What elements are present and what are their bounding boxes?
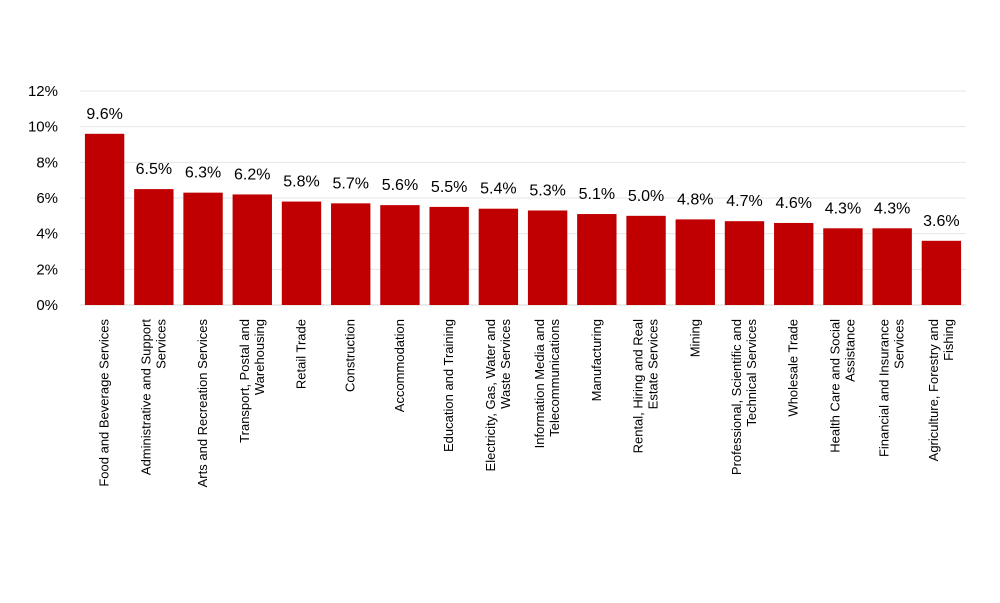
category-label: Professional, Scientific andTechnical Se… [729, 319, 759, 476]
bar [478, 208, 519, 305]
data-label: 5.6% [382, 177, 418, 194]
category-label: Financial and InsuranceServices [877, 319, 907, 458]
category-label: Arts and Recreation Services [195, 319, 210, 488]
bar [872, 228, 912, 305]
category-label: Mining [687, 319, 702, 357]
category-label-line: Services [892, 319, 907, 369]
gridlines [80, 90, 966, 306]
category-label: Rental, Hiring and RealEstate Services [631, 319, 661, 454]
bar [134, 189, 174, 305]
category-label-line: Manufacturing [589, 319, 604, 401]
bars [84, 133, 962, 305]
bar [380, 205, 420, 305]
category-label: Electricity, Gas, Water andWaste Service… [483, 319, 513, 472]
bar [724, 221, 765, 305]
category-label: Health Care and SocialAssistance [827, 319, 857, 453]
data-label: 4.6% [775, 195, 811, 212]
category-label-line: Waste Services [498, 319, 513, 409]
bar [281, 201, 322, 305]
y-tick-label: 0% [36, 297, 58, 314]
category-label-line: Warehousing [252, 319, 267, 395]
y-tick-label: 10% [28, 119, 58, 136]
category-label-line: Wholesale Trade [786, 319, 801, 417]
category-label-line: Assistance [842, 319, 857, 382]
category-label-line: Services [153, 319, 168, 369]
y-tick-label: 12% [28, 83, 58, 100]
data-label: 5.1% [579, 186, 615, 203]
bar [84, 133, 125, 305]
y-tick-label: 2% [36, 261, 58, 278]
data-label: 6.2% [234, 166, 270, 183]
category-label-line: Arts and Recreation Services [195, 319, 210, 488]
category-label: Construction [343, 319, 358, 392]
category-label-line: Administrative and Support [138, 319, 153, 475]
x-axis-categories: Food and Beverage Services Administrative… [97, 319, 956, 488]
category-label: Education and Training [441, 319, 456, 452]
data-label: 9.6% [86, 106, 122, 123]
category-label-line: Health Care and Social [827, 319, 842, 453]
bar [823, 228, 863, 305]
category-label: Accommodation [392, 319, 407, 412]
data-label: 5.0% [628, 188, 664, 205]
category-label-line: Transport, Postal and [237, 319, 252, 443]
data-label: 6.5% [136, 161, 172, 178]
y-tick-label: 6% [36, 190, 58, 207]
data-label: 4.8% [677, 191, 713, 208]
category-label-line: Retail Trade [294, 319, 309, 389]
category-label-line: Fishing [941, 319, 956, 361]
bar [774, 222, 814, 305]
data-label: 5.4% [480, 181, 516, 198]
data-label: 6.3% [185, 165, 221, 182]
category-label-line: Technical Services [744, 319, 759, 427]
category-label: Agriculture, Forestry andFishing [926, 319, 956, 461]
category-label: Administrative and SupportServices [138, 319, 168, 476]
data-label: 3.6% [923, 213, 959, 230]
category-label-line: Construction [343, 319, 358, 392]
category-label-line: Professional, Scientific and [729, 319, 744, 475]
category-label: Wholesale Trade [786, 319, 801, 417]
bar [429, 206, 469, 305]
data-label: 4.7% [726, 193, 762, 210]
bar [331, 203, 371, 305]
category-label-line: Estate Services [646, 319, 661, 410]
category-label: Food and Beverage Services [97, 319, 112, 487]
category-label-line: Telecommunications [547, 319, 562, 437]
bar [921, 240, 962, 305]
bar [626, 215, 666, 305]
category-label-line: Mining [687, 319, 702, 357]
category-label-line: Information Media and [532, 319, 547, 448]
bar [577, 214, 617, 305]
data-label: 4.3% [874, 200, 910, 217]
bar [232, 194, 272, 305]
category-label: Information Media andTelecommunications [532, 319, 562, 449]
category-label-line: Food and Beverage Services [97, 319, 112, 487]
y-axis-ticks: 0% 2% 4% 6% 8% 10% 12% [28, 83, 58, 314]
category-label-line: Rental, Hiring and Real [631, 319, 646, 454]
y-tick-label: 4% [36, 226, 58, 243]
data-label: 5.3% [529, 182, 565, 199]
bar [675, 219, 715, 305]
category-label-line: Accommodation [392, 319, 407, 412]
category-label: Retail Trade [294, 319, 309, 389]
category-label-line: Agriculture, Forestry and [926, 319, 941, 461]
data-label: 4.3% [825, 200, 861, 217]
category-label-line: Electricity, Gas, Water and [483, 319, 498, 471]
category-label-line: Financial and Insurance [877, 319, 892, 457]
category-label: Transport, Postal andWarehousing [237, 319, 267, 443]
data-label: 5.8% [283, 174, 319, 191]
data-label: 5.5% [431, 179, 467, 196]
bar [183, 192, 223, 305]
bar [527, 210, 568, 305]
data-label: 5.7% [332, 175, 368, 192]
data-labels: 9.6% 6.5% 6.3% 6.2% 5.8% 5.7% 5.6% 5.5% 5.4% 5.3%… [86, 106, 959, 230]
y-tick-label: 8% [36, 154, 58, 171]
category-label: Manufacturing [589, 319, 604, 401]
category-label-line: Education and Training [441, 319, 456, 452]
